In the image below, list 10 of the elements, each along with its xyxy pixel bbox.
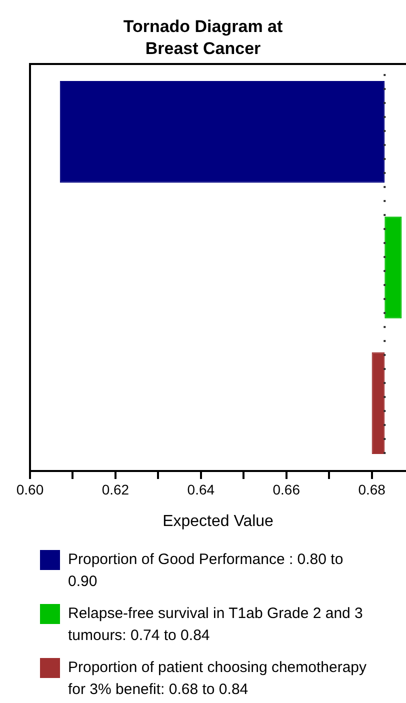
chart-title: Tornado Diagram at Breast Cancer <box>122 16 284 60</box>
x-tick-label: 0.60 <box>16 481 44 498</box>
legend-label: Proportion of Good Performance : 0.80 to 0.90 <box>68 550 344 592</box>
legend-label: Proportion of patient choosing chemotherapy for 3% benefit: 0.68 to 0.84 <box>68 658 368 700</box>
legend-label: Relapse-free survival in T1ab Grade 2 and 3 tumours: 0.74 to 0.84 <box>68 604 364 646</box>
x-tick-label: 0.66 <box>272 481 300 498</box>
x-tick-label: 0.64 <box>187 481 215 498</box>
x-axis-title: Expected Value <box>162 512 274 530</box>
x-tick-label: 0.62 <box>102 481 130 498</box>
x-tick-label: 0.68 <box>358 481 386 498</box>
